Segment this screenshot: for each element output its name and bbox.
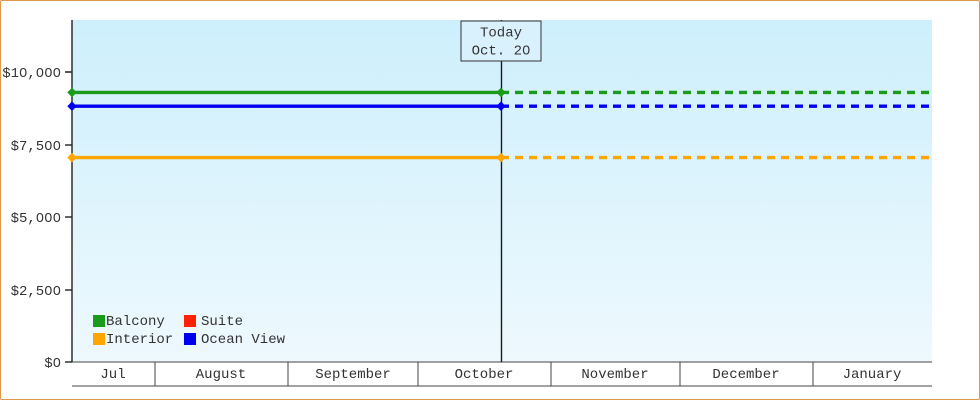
svg-text:Oct. 20: Oct. 20 xyxy=(472,44,531,60)
svg-text:$2,500: $2,500 xyxy=(11,284,61,300)
svg-text:Jul: Jul xyxy=(100,367,125,383)
svg-text:Interior: Interior xyxy=(106,332,173,348)
svg-text:December: December xyxy=(712,367,779,383)
svg-text:November: November xyxy=(581,367,648,383)
svg-text:Suite: Suite xyxy=(201,314,243,330)
svg-text:September: September xyxy=(315,367,391,383)
svg-text:Today: Today xyxy=(480,26,522,42)
svg-text:$0: $0 xyxy=(44,356,61,372)
svg-text:$10,000: $10,000 xyxy=(2,66,61,82)
svg-text:August: August xyxy=(196,367,246,383)
svg-text:$7,500: $7,500 xyxy=(11,139,61,155)
svg-text:Balcony: Balcony xyxy=(106,314,165,330)
svg-text:$5,000: $5,000 xyxy=(11,211,61,227)
svg-text:October: October xyxy=(455,367,514,383)
svg-text:January: January xyxy=(843,367,902,383)
svg-text:Ocean View: Ocean View xyxy=(201,332,286,348)
